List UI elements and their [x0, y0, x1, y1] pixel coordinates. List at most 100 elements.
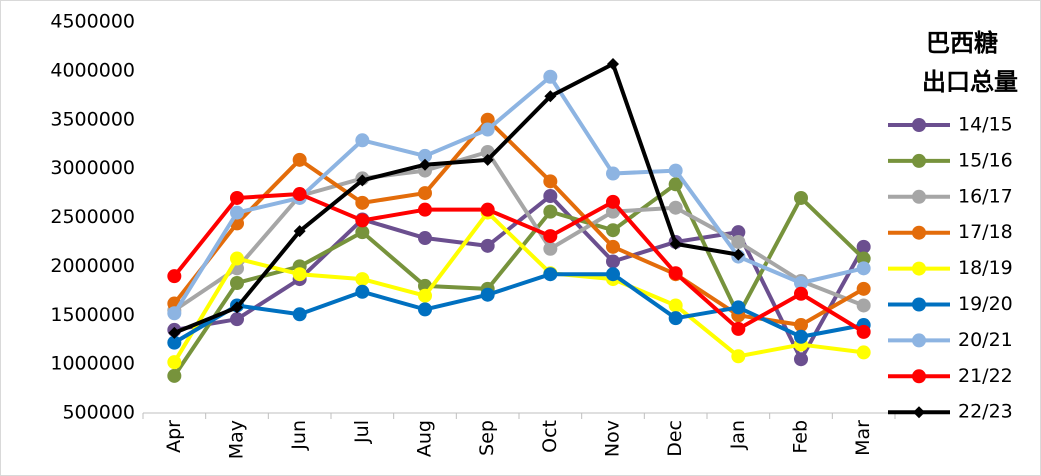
data-point	[856, 239, 871, 254]
data-point	[481, 153, 494, 166]
series-line	[172, 117, 865, 328]
legend-marker	[912, 369, 926, 384]
data-point	[355, 272, 370, 287]
data-point	[292, 152, 307, 167]
legend-label: 22/23	[958, 401, 1013, 423]
data-point	[418, 186, 432, 201]
data-point	[168, 326, 181, 339]
data-point	[794, 190, 808, 205]
data-point	[794, 352, 808, 367]
data-point	[668, 200, 683, 215]
data-point	[355, 213, 370, 228]
series-line	[173, 62, 739, 335]
data-point	[856, 281, 871, 296]
legend-marker	[912, 261, 926, 276]
legend-marker	[912, 153, 926, 168]
data-point	[292, 307, 307, 322]
data-point	[668, 298, 683, 313]
series-line	[172, 192, 865, 334]
data-point	[167, 355, 182, 370]
data-point	[230, 275, 244, 290]
data-point	[355, 225, 370, 240]
data-point	[292, 187, 307, 202]
data-point	[668, 163, 683, 178]
data-point	[606, 267, 620, 282]
chart-title: 巴西糖	[926, 29, 998, 57]
data-point	[543, 267, 558, 282]
data-point	[731, 225, 746, 240]
data-point	[668, 177, 683, 192]
x-tick-label: Oct	[539, 420, 561, 453]
data-point	[480, 238, 495, 253]
data-point	[230, 190, 244, 205]
data-point	[731, 321, 746, 336]
data-point	[669, 237, 682, 250]
data-point	[293, 225, 306, 238]
y-tick-label: 4000000	[50, 59, 135, 81]
x-tick-label: Dec	[664, 420, 686, 457]
data-point	[794, 318, 808, 333]
y-tick-label: 3000000	[50, 157, 135, 179]
legend-label: 17/18	[958, 221, 1013, 243]
data-point	[418, 288, 432, 303]
data-point	[543, 174, 558, 189]
data-point	[418, 302, 432, 317]
data-point	[167, 306, 182, 321]
legend-label: 14/15	[958, 114, 1013, 136]
y-tick-label: 500000	[62, 402, 135, 424]
data-point	[231, 301, 243, 314]
x-tick-label: Aug	[414, 420, 436, 457]
legend-marker	[912, 333, 926, 348]
y-tick-label: 1500000	[50, 304, 135, 326]
data-point	[731, 300, 746, 315]
data-point	[167, 269, 182, 284]
x-tick-label: Jun	[288, 420, 310, 451]
data-point	[480, 202, 495, 217]
y-tick-label: 2000000	[50, 255, 135, 277]
data-point	[544, 90, 557, 103]
data-point	[856, 261, 871, 276]
x-tick-label: Mar	[852, 420, 874, 456]
data-point	[230, 205, 244, 220]
data-point	[856, 298, 871, 313]
data-point	[355, 195, 370, 210]
data-point	[292, 267, 307, 282]
legend-label: 19/20	[958, 293, 1013, 315]
data-point	[418, 231, 432, 246]
data-point	[607, 58, 619, 71]
y-tick-label: 4500000	[50, 11, 135, 33]
data-point	[480, 122, 495, 137]
data-point	[418, 202, 432, 217]
x-tick-label: Nov	[602, 420, 624, 457]
data-point	[606, 254, 620, 269]
y-tick-label: 1000000	[50, 353, 135, 375]
data-point	[167, 368, 182, 383]
data-point	[856, 345, 871, 360]
series-line	[172, 210, 864, 364]
x-tick-label: Jan	[727, 420, 749, 450]
data-point	[543, 229, 558, 244]
data-point	[543, 188, 558, 203]
chart-title: 出口总量	[922, 68, 1018, 96]
data-point	[606, 223, 620, 238]
data-point	[606, 239, 620, 254]
data-point	[732, 248, 745, 261]
data-point	[356, 174, 369, 187]
data-point	[606, 166, 620, 181]
series-line	[172, 182, 866, 377]
data-point	[418, 148, 432, 163]
data-point	[794, 329, 808, 344]
data-point	[794, 286, 808, 301]
legend-label: 16/17	[958, 185, 1013, 207]
data-point	[355, 133, 370, 148]
x-tick-label: Feb	[790, 420, 812, 454]
x-tick-label: Sep	[476, 420, 498, 456]
data-point	[543, 241, 558, 256]
legend-label: 21/22	[958, 365, 1013, 387]
data-point	[606, 194, 620, 209]
data-point	[480, 287, 495, 302]
y-tick-label: 3500000	[50, 108, 135, 130]
data-point	[856, 251, 871, 266]
